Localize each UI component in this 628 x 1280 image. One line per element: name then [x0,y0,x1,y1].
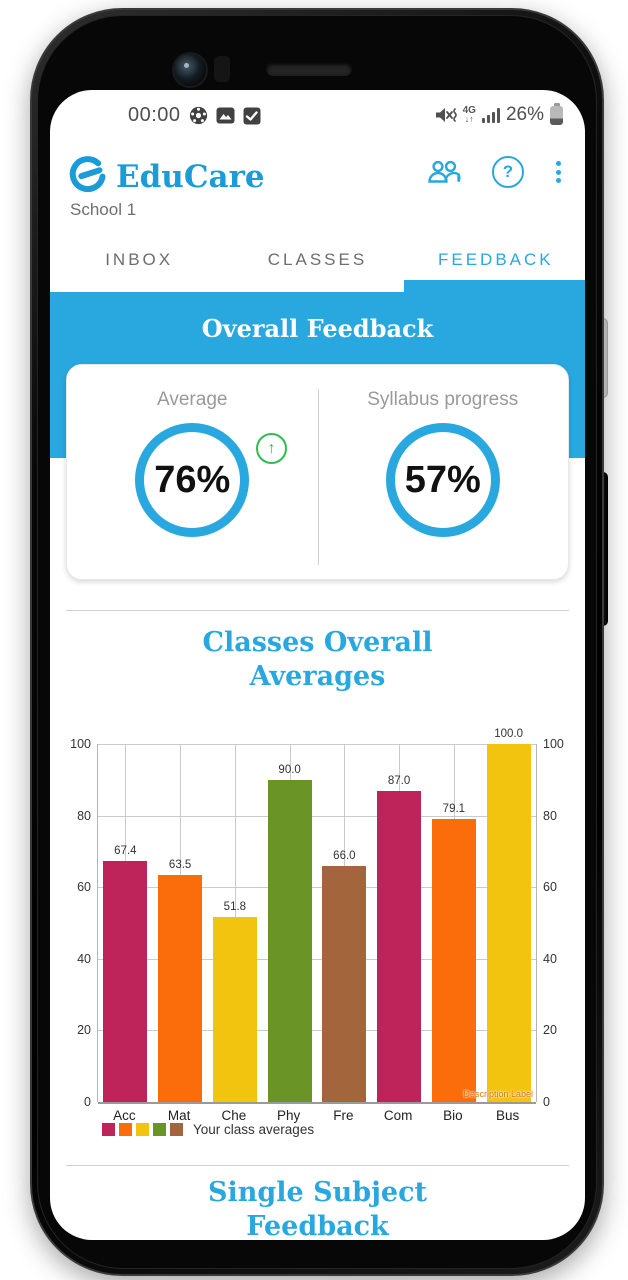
bar-che [212,916,257,1102]
bar-bio [431,818,476,1102]
y-axis-tick: 100 [543,737,564,751]
y-axis-tick: 40 [77,951,91,966]
gridline-y [98,815,536,817]
y-axis-tick: 0 [543,1095,550,1109]
legend-label: Your class averages [193,1122,315,1137]
educare-logo-icon [68,154,108,199]
ball-icon [189,106,208,125]
x-axis-tick: Phy [276,1108,301,1123]
volume-muted-icon [435,106,457,124]
syllabus-label: Syllabus progress [367,389,519,410]
legend-swatches [102,1123,183,1136]
battery-icon [550,102,563,125]
phone-frame: 00:00 4G ↓↑ [30,8,604,1276]
legend-swatch [153,1123,166,1136]
chart-section-title: Classes Overall Averages [202,627,433,693]
summary-card: Average 76% Syllabus progress 57% ↑ [66,364,569,580]
bar-com [377,790,422,1102]
x-axis-tick: Com [383,1108,413,1123]
gridline-y [98,1030,536,1032]
bar-acc [103,860,148,1102]
image-icon [216,107,235,124]
y-axis-tick: 20 [543,1023,557,1038]
bar-value-label: 51.8 [223,900,247,913]
average-circle: 76% [135,423,250,537]
bar-bus [486,744,531,1102]
tab-bar: INBOX CLASSES FEEDBACK [50,238,585,282]
section-divider [66,610,569,611]
bar-phy [267,779,312,1102]
y-axis-tick: 0 [84,1095,91,1109]
trend-up-icon: ↑ [256,433,287,464]
status-bar: 00:00 4G ↓↑ [50,102,585,134]
phone-screen: 00:00 4G ↓↑ [50,90,585,1240]
legend-swatch [119,1123,132,1136]
chart-legend: Your class averages [102,1122,314,1137]
x-axis-tick: Bio [443,1108,463,1123]
bottom-section-title: Single Subject Feedback [208,1177,427,1240]
tab-inbox[interactable]: INBOX [105,250,174,269]
y-axis-tick: 60 [77,880,91,895]
banner-title: Overall Feedback [201,314,434,343]
syllabus-column: Syllabus progress 57% [318,365,569,579]
x-axis-tick: Fre [333,1108,354,1123]
front-camera [172,52,208,88]
chart-description-label: Description Label [463,1089,533,1099]
network-4g-icon: 4G ↓↑ [462,105,476,124]
card-divider [317,389,319,565]
gridline-y [98,958,536,960]
overflow-menu-icon[interactable] [554,159,563,185]
bar-chart-plot: 67.4 63.5 51.8 90.0 66.0 87.0 79.1 100.0 Descrip… [97,728,537,1104]
people-icon[interactable] [426,158,462,186]
app-name: EduCare [116,158,265,195]
syllabus-circle: 57% [385,423,500,537]
x-axis-tick: Che [221,1108,247,1123]
legend-swatch [102,1123,115,1136]
y-axis-tick: 20 [77,1023,91,1038]
battery-percent: 26% [505,104,544,125]
bar-fre [322,865,367,1102]
bar-value-label: 87.0 [387,774,411,787]
signal-strength-icon [481,107,500,123]
bar-value-label: 67.4 [114,844,137,857]
gridline-y [98,887,536,889]
gridline-y [98,1102,536,1104]
x-axis-tick: Acc [113,1108,136,1123]
proximity-sensor [214,56,230,82]
average-column: Average 76% [67,365,318,579]
average-label: Average [157,389,228,410]
tab-classes[interactable]: CLASSES [267,250,368,269]
y-axis-tick: 40 [543,951,557,966]
check-icon [243,107,261,125]
legend-swatch [170,1123,183,1136]
section-divider-2 [66,1165,569,1166]
y-axis-tick: 80 [77,808,91,823]
bar-mat [158,874,203,1102]
bar-value-label: 63.5 [168,858,192,871]
syllabus-value: 57% [404,458,481,501]
bar-value-label: 100.0 [494,728,524,740]
legend-swatch [136,1123,149,1136]
gridline-y [98,744,536,745]
school-name: School 1 [70,200,137,219]
app-header: EduCare School 1 ? [50,148,585,232]
clock: 00:00 [128,104,181,126]
tab-feedback[interactable]: FEEDBACK [438,250,554,269]
active-tab-indicator [404,280,585,294]
average-value: 76% [154,458,231,501]
x-axis-tick: Mat [167,1108,191,1123]
bar-value-label: 66.0 [333,849,356,862]
classes-averages-chart: 67.4 63.5 51.8 90.0 66.0 87.0 79.1 100.0 Descrip… [50,722,585,1152]
help-icon[interactable]: ? [492,156,524,188]
y-axis-tick: 80 [543,808,557,823]
x-axis-tick: Bus [495,1108,520,1123]
y-axis-tick: 60 [543,880,557,895]
earpiece-speaker [266,62,352,76]
y-axis-tick: 100 [70,737,91,751]
bar-value-label: 79.1 [442,802,466,815]
bar-value-label: 90.0 [278,763,301,776]
